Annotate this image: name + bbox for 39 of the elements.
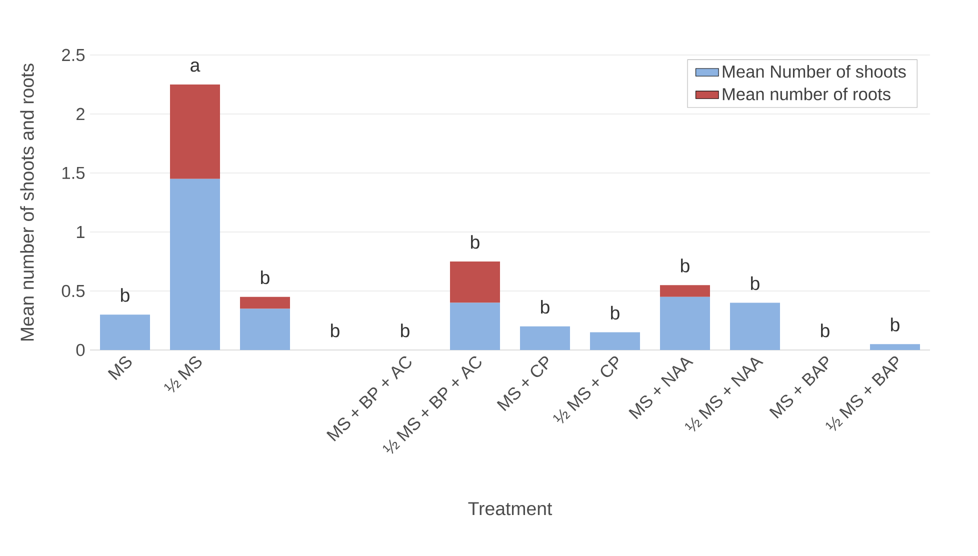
bar	[660, 285, 710, 297]
y-tick-label: 2	[76, 108, 84, 120]
annotation: b	[821, 324, 830, 338]
y-tick-label: 1.5	[62, 166, 85, 180]
bar	[450, 261, 500, 303]
annotation: b	[331, 324, 340, 338]
y-tick-label: 1	[76, 226, 84, 238]
bar	[660, 296, 710, 350]
bar	[730, 302, 780, 350]
annotation: b	[751, 276, 760, 290]
bar	[240, 296, 290, 309]
bar	[240, 308, 290, 350]
bar	[450, 302, 500, 350]
x-tick-label: ½ MS + CP	[553, 356, 618, 424]
bar	[520, 326, 570, 350]
annotation: b	[681, 258, 690, 272]
annotation: b	[471, 235, 480, 249]
x-tick-label: MS + CP	[496, 356, 548, 412]
bar	[870, 344, 920, 350]
annotation: b	[401, 324, 410, 338]
legend-label: Mean number of roots	[722, 88, 890, 100]
y-tick-label: 0	[76, 344, 85, 356]
x-tick-label: MS	[108, 356, 132, 380]
annotation: b	[121, 288, 130, 302]
x-axis-title: Treatment	[468, 502, 552, 516]
annotation: b	[891, 318, 900, 332]
x-tick-label: ½ MS	[164, 356, 202, 393]
y-axis-title: Mean number of shoots and roots	[20, 64, 34, 341]
annotation: a	[190, 62, 200, 72]
legend-label: Mean Number of shoots	[722, 65, 906, 78]
y-tick-label: 2.5	[62, 48, 85, 62]
bar	[590, 332, 640, 350]
y-tick-label: 0.5	[62, 284, 85, 298]
annotation: b	[611, 306, 620, 320]
bar	[170, 178, 220, 350]
bar	[100, 314, 150, 350]
bar	[170, 84, 220, 179]
annotation: b	[541, 300, 550, 314]
annotation: b	[261, 270, 270, 284]
